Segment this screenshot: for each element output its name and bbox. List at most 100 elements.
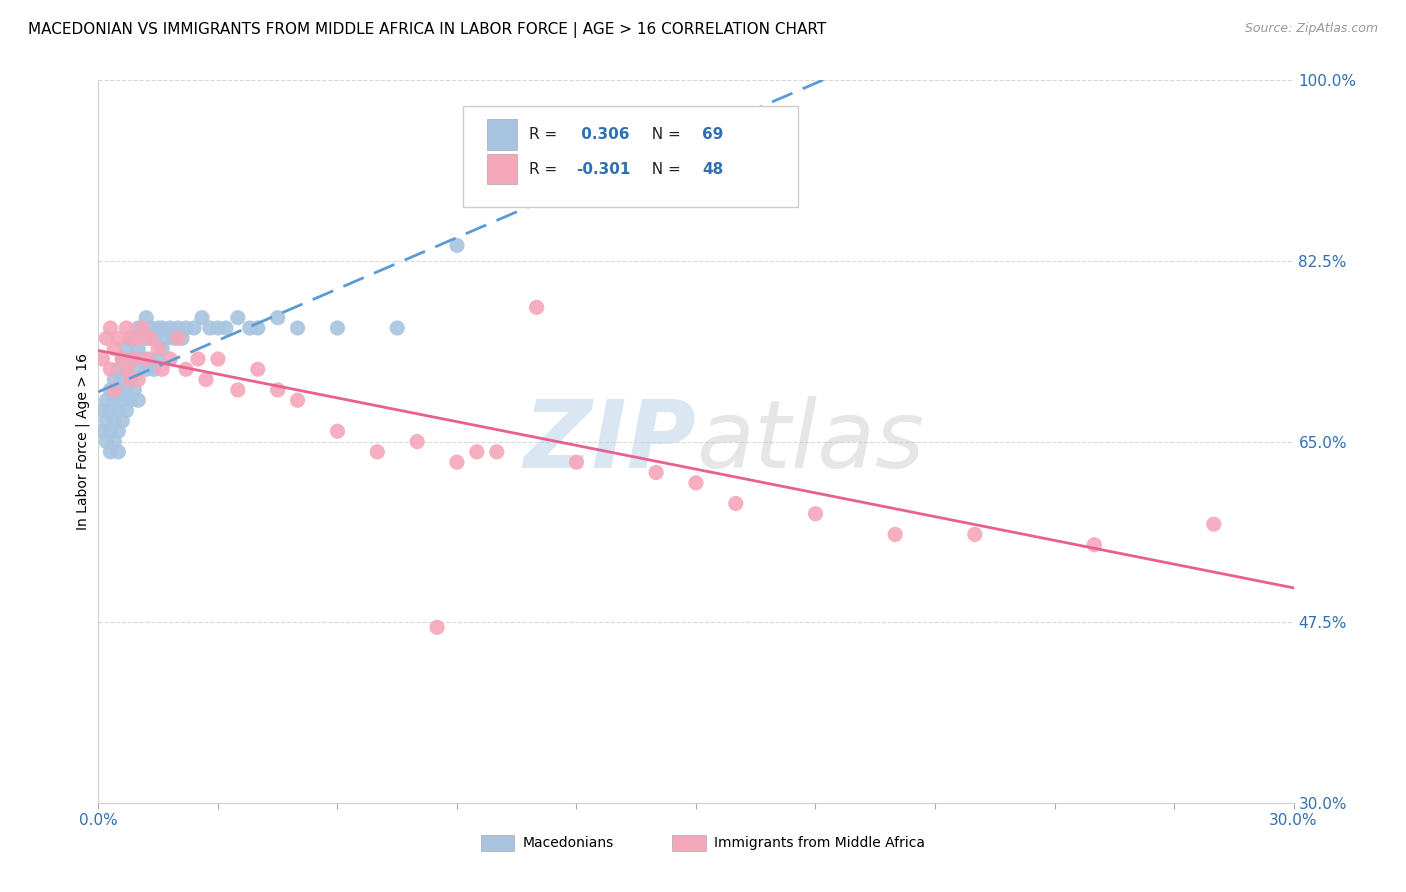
Point <box>485 177 508 191</box>
FancyBboxPatch shape <box>486 120 517 150</box>
Point <box>385 321 409 335</box>
Point <box>174 321 197 335</box>
Point <box>127 373 149 387</box>
Point <box>131 321 153 335</box>
Point <box>120 331 142 345</box>
Point <box>115 321 138 335</box>
Text: R =: R = <box>529 161 562 177</box>
Point <box>124 383 146 397</box>
Point <box>111 351 134 366</box>
Point <box>143 331 166 345</box>
Point <box>98 403 122 417</box>
Text: atlas: atlas <box>696 396 924 487</box>
Point <box>120 373 142 387</box>
Point <box>804 507 827 521</box>
Point <box>526 301 548 315</box>
Point <box>127 342 149 356</box>
Point <box>103 342 125 356</box>
Point <box>111 373 134 387</box>
Point <box>446 455 468 469</box>
Point <box>111 351 134 366</box>
Point <box>326 424 349 438</box>
Point <box>246 321 269 335</box>
Text: -0.301: -0.301 <box>576 161 631 177</box>
Point <box>103 393 125 408</box>
Text: 69: 69 <box>702 127 723 142</box>
Point <box>267 310 290 325</box>
Point <box>465 445 488 459</box>
Text: MACEDONIAN VS IMMIGRANTS FROM MIDDLE AFRICA IN LABOR FORCE | AGE > 16 CORRELATIO: MACEDONIAN VS IMMIGRANTS FROM MIDDLE AFR… <box>28 22 827 38</box>
Point <box>167 321 190 335</box>
Point <box>163 331 186 345</box>
Point <box>174 362 197 376</box>
Bar <box>672 835 706 851</box>
Text: R =: R = <box>529 127 562 142</box>
Point <box>127 331 149 345</box>
Point <box>127 393 149 408</box>
Point <box>366 445 388 459</box>
Point <box>96 434 118 449</box>
Point <box>565 455 588 469</box>
Point <box>107 331 129 345</box>
Point <box>645 466 668 480</box>
Point <box>150 321 173 335</box>
Text: Macedonians: Macedonians <box>523 836 614 849</box>
Point <box>98 424 122 438</box>
Point <box>139 351 162 366</box>
Point <box>96 331 118 345</box>
Point <box>426 620 449 634</box>
Point <box>148 321 170 335</box>
Point <box>115 362 138 376</box>
Text: 0.306: 0.306 <box>576 127 630 142</box>
Point <box>207 351 229 366</box>
Point <box>963 527 986 541</box>
Point <box>91 403 114 417</box>
Point <box>135 351 157 366</box>
Point <box>115 383 138 397</box>
Point <box>111 393 134 408</box>
Point <box>103 383 125 397</box>
Point <box>150 342 173 356</box>
Point <box>98 445 122 459</box>
Point <box>124 351 146 366</box>
Point <box>135 331 157 345</box>
Point <box>98 321 122 335</box>
Point <box>326 321 349 335</box>
Point <box>131 351 153 366</box>
Point <box>103 434 125 449</box>
Point <box>226 383 249 397</box>
Point <box>267 383 290 397</box>
Point <box>143 362 166 376</box>
Point <box>107 445 129 459</box>
Point <box>91 351 114 366</box>
Point <box>207 321 229 335</box>
Point <box>103 373 125 387</box>
Point <box>195 373 218 387</box>
Point <box>191 310 214 325</box>
Point <box>131 321 153 335</box>
Point <box>446 238 468 252</box>
Point <box>159 351 181 366</box>
Point <box>287 393 309 408</box>
Point <box>226 310 249 325</box>
Point <box>183 321 205 335</box>
Point <box>115 362 138 376</box>
Point <box>127 362 149 376</box>
Point <box>1083 538 1105 552</box>
Point <box>135 362 157 376</box>
Point <box>485 445 508 459</box>
Point <box>91 424 114 438</box>
Point <box>120 351 142 366</box>
Point <box>107 403 129 417</box>
FancyBboxPatch shape <box>463 105 797 207</box>
Point <box>150 362 173 376</box>
Text: N =: N = <box>643 127 686 142</box>
Text: Immigrants from Middle Africa: Immigrants from Middle Africa <box>714 836 925 849</box>
Point <box>215 321 238 335</box>
Point <box>246 362 269 376</box>
Point <box>884 527 907 541</box>
FancyBboxPatch shape <box>486 154 517 185</box>
Point <box>115 403 138 417</box>
Point <box>98 383 122 397</box>
Bar <box>481 835 515 851</box>
